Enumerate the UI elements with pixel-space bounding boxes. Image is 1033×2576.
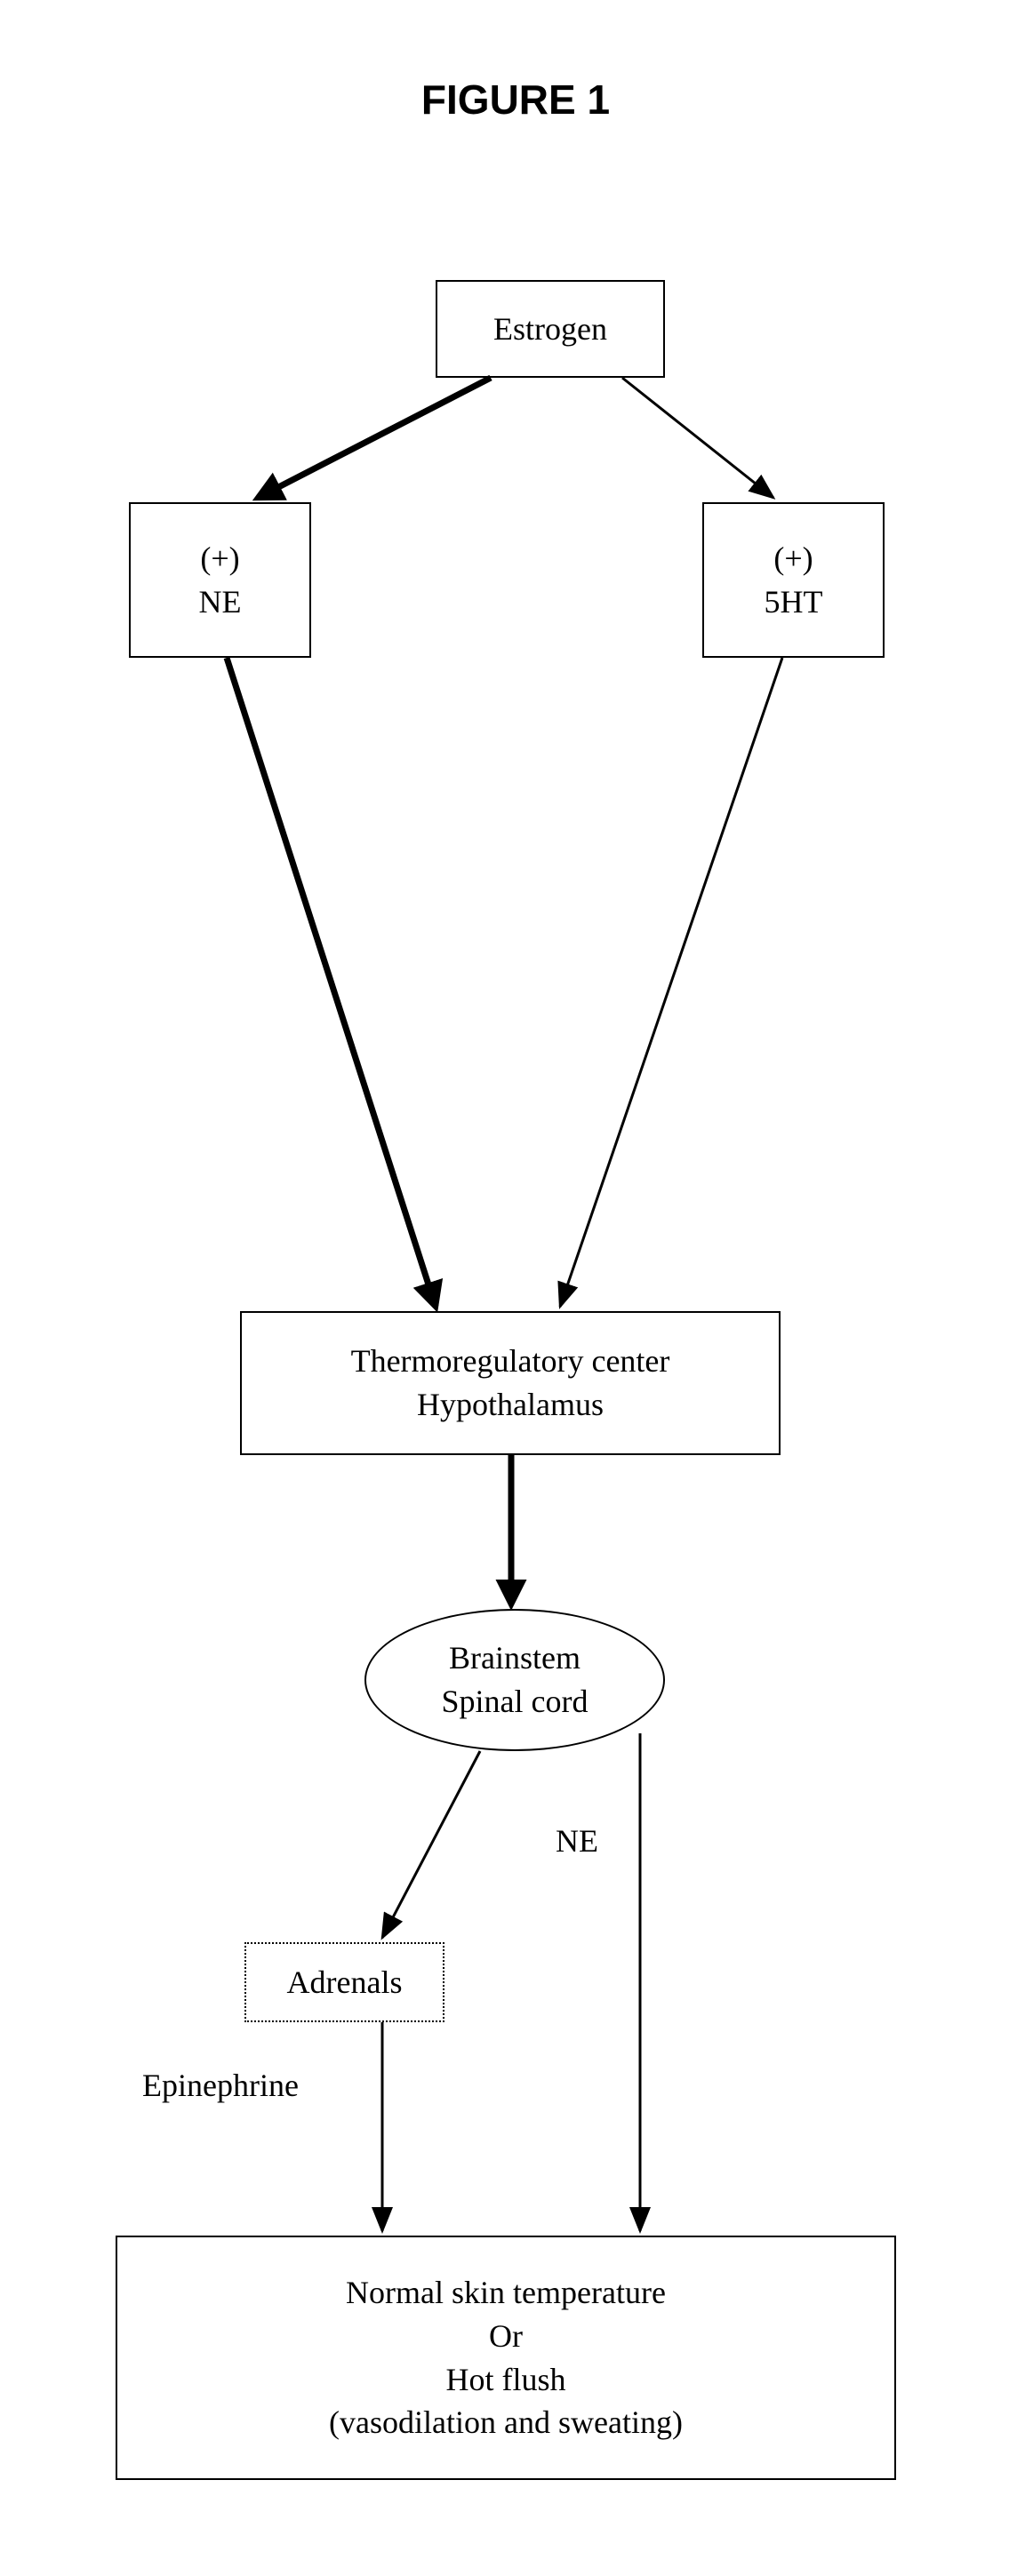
ellipse-brainstem-line2: Spinal cord <box>442 1680 589 1724</box>
arrows-layer <box>0 0 1033 2576</box>
box-adrenals-text: Adrenals <box>287 1961 403 2004</box>
box-ne-line2: NE <box>199 580 242 624</box>
box-thermo-line2: Hypothalamus <box>417 1383 604 1427</box>
box-outcome-line2: Or <box>489 2315 523 2358</box>
box-estrogen-text: Estrogen <box>493 308 607 351</box>
box-outcome-line4: (vasodilation and sweating) <box>329 2401 683 2444</box>
box-thermo-line1: Thermoregulatory center <box>351 1340 670 1383</box>
box-thermo: Thermoregulatory center Hypothalamus <box>240 1311 781 1455</box>
ellipse-brainstem: Brainstem Spinal cord <box>364 1609 665 1751</box>
box-5ht-line1: (+) <box>773 537 813 580</box>
box-adrenals: Adrenals <box>244 1942 444 2022</box>
label-epinephrine: Epinephrine <box>142 2067 299 2104</box>
label-ne: NE <box>556 1822 598 1860</box>
figure-title: FIGURE 1 <box>382 76 649 124</box>
box-estrogen: Estrogen <box>436 280 665 378</box>
box-5ht-line2: 5HT <box>765 580 823 624</box>
ellipse-brainstem-line1: Brainstem <box>449 1636 581 1680</box>
box-ne: (+) NE <box>129 502 311 658</box>
box-5ht: (+) 5HT <box>702 502 885 658</box>
box-outcome-line1: Normal skin temperature <box>346 2271 666 2315</box>
box-ne-line1: (+) <box>200 537 239 580</box>
box-outcome-line3: Hot flush <box>446 2358 566 2402</box>
box-outcome: Normal skin temperature Or Hot flush (va… <box>116 2236 896 2480</box>
